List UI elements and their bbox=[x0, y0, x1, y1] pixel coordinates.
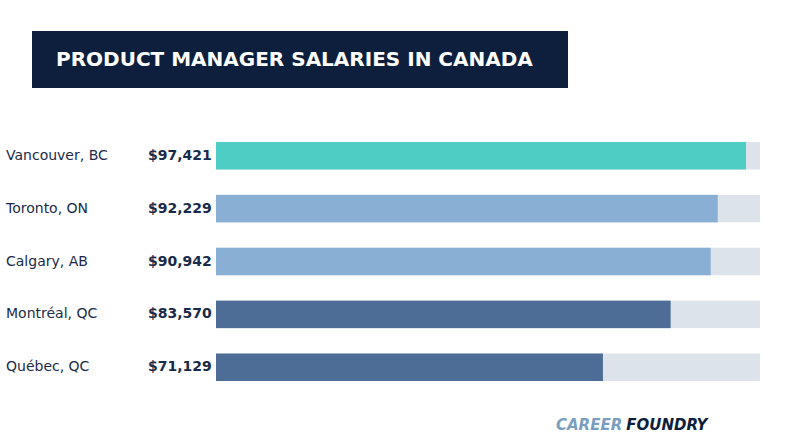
annotation: FOUNDRY bbox=[626, 416, 709, 434]
category-label: Toronto, ON bbox=[5, 200, 88, 216]
chart-container: PRODUCT MANAGER SALARIES IN CANADA Vancou… bbox=[0, 0, 800, 443]
title-bar bbox=[32, 31, 568, 88]
bar-track bbox=[216, 354, 760, 382]
bar bbox=[216, 301, 671, 329]
bars bbox=[216, 142, 760, 381]
bar bbox=[216, 195, 718, 223]
bar bbox=[216, 142, 746, 170]
bar-track bbox=[216, 142, 760, 170]
category-label: Québec, QC bbox=[6, 358, 90, 374]
data-label: $90,942 bbox=[148, 253, 212, 269]
category-label: Montréal, QC bbox=[6, 305, 97, 321]
bar bbox=[216, 248, 711, 276]
data-label: $97,421 bbox=[148, 147, 212, 163]
title: PRODUCT MANAGER SALARIES IN CANADA bbox=[56, 47, 533, 71]
annotation: CAREER bbox=[556, 416, 622, 434]
data-label: $83,570 bbox=[148, 305, 212, 321]
bar bbox=[216, 354, 603, 382]
labels: Vancouver, BC $97,421 Toronto, ON $92,229 Ca… bbox=[5, 147, 212, 375]
bar-track bbox=[216, 248, 760, 276]
category-label: Calgary, AB bbox=[6, 253, 88, 269]
category-label: Vancouver, BC bbox=[6, 147, 108, 163]
chart-svg: PRODUCT MANAGER SALARIES IN CANADA Vancou… bbox=[0, 0, 800, 443]
data-label: $92,229 bbox=[148, 200, 212, 216]
bar-track bbox=[216, 301, 760, 329]
bar-track bbox=[216, 195, 760, 223]
data-label: $71,129 bbox=[148, 358, 212, 374]
